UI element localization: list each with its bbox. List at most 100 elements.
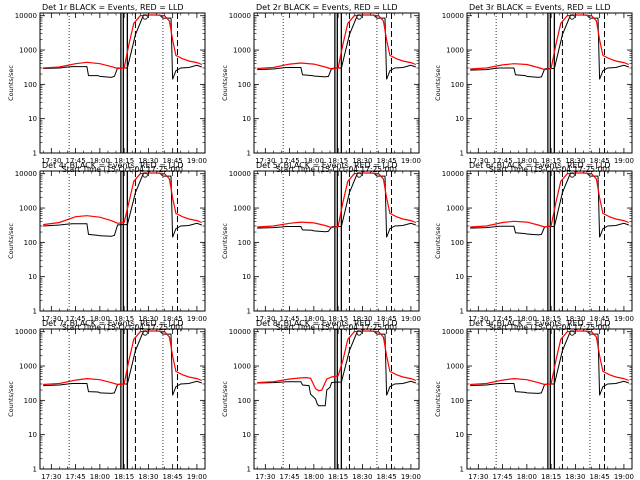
x-tick-label: 18:30 — [352, 473, 372, 480]
x-tick-label: 18:15 — [328, 473, 348, 480]
x-tick-label: 17:45 — [279, 473, 299, 480]
x-tick-label: 17:30 — [255, 315, 275, 323]
y-axis-label: Counts/sec — [221, 223, 229, 259]
chart-panel-det-2r: 1 10 100 1000 10000 17:30 17:45 18:00 18:15 18:30… — [221, 3, 421, 174]
plot-area — [43, 171, 203, 311]
y-tick-label: 1000 — [233, 47, 251, 55]
saturation-marker-0 — [569, 14, 575, 20]
series-line-events — [257, 14, 416, 80]
y-tick-label: 1000 — [446, 205, 464, 213]
x-tick-label: 17:45 — [65, 473, 85, 480]
series-line-lld — [257, 172, 417, 229]
plot-frame — [466, 170, 633, 312]
y-tick-label: 1 — [460, 308, 464, 316]
x-tick-label: 17:45 — [65, 315, 85, 323]
chart-panel-det-8r: 1 10 100 1000 10000 17:30 17:45 18:00 18:15 18:30… — [221, 319, 421, 480]
x-tick-label: 17:45 — [492, 315, 512, 323]
x-tick-label: 18:45 — [377, 315, 397, 323]
x-tick-label: 18:45 — [163, 315, 183, 323]
x-tick-label: 19:00 — [614, 473, 634, 480]
plot-frame — [39, 328, 206, 470]
x-axis-label: Start Time (15-Oct-04 17:25:00) — [62, 165, 183, 174]
x-tick-label: 18:00 — [304, 473, 324, 480]
panel-title: Det 2r BLACK = Events, RED = LLD — [256, 3, 398, 12]
plot-area — [470, 329, 630, 469]
y-tick-label: 1 — [33, 466, 37, 474]
y-tick-label: 100 — [451, 81, 464, 89]
x-tick-label: 18:30 — [138, 473, 158, 480]
y-tick-label: 1000 — [446, 47, 464, 55]
y-tick-label: 10 — [455, 431, 464, 439]
y-tick-label: 10 — [28, 431, 37, 439]
y-tick-label: 10000 — [442, 12, 464, 20]
x-tick-label: 17:30 — [468, 473, 488, 480]
y-tick-label: 1 — [247, 150, 251, 158]
series-line-events — [470, 172, 629, 238]
y-tick-label: 10 — [242, 115, 251, 123]
y-tick-label: 10000 — [229, 328, 251, 336]
x-tick-label: 17:45 — [279, 315, 299, 323]
series-line-events — [43, 330, 202, 396]
series-line-lld — [43, 14, 203, 70]
panel-title: Det 8r BLACK = Events, RED = LLD — [256, 319, 398, 328]
y-tick-label: 10000 — [229, 12, 251, 20]
x-tick-label: 18:00 — [517, 157, 537, 165]
x-tick-label: 18:15 — [541, 473, 561, 480]
series-line-events — [43, 14, 202, 80]
y-tick-label: 1 — [247, 466, 251, 474]
y-tick-label: 10000 — [229, 170, 251, 178]
x-tick-label: 18:45 — [163, 473, 183, 480]
x-tick-label: 18:30 — [138, 315, 158, 323]
x-tick-label: 17:45 — [65, 157, 85, 165]
saturation-marker-0 — [356, 330, 362, 336]
plot-area — [257, 329, 417, 469]
x-axis-label: Start Time (15-Oct-04 17:25:00) — [276, 323, 397, 332]
plot-area — [470, 13, 630, 153]
x-tick-label: 19:00 — [614, 315, 634, 323]
x-tick-label: 19:00 — [401, 157, 421, 165]
chart-panel-det-9r: 1 10 100 1000 10000 17:30 17:45 18:00 18:15 18:30… — [434, 319, 634, 480]
y-tick-label: 100 — [451, 239, 464, 247]
chart-panel-det-1r: 1 10 100 1000 10000 17:30 17:45 18:00 18:15 18:30… — [7, 3, 207, 174]
chart-panel-det-5r: 1 10 100 1000 10000 17:30 17:45 18:00 18:15 18:30… — [221, 161, 421, 332]
y-tick-label: 100 — [238, 397, 251, 405]
y-tick-label: 10000 — [15, 12, 37, 20]
x-tick-label: 18:45 — [590, 157, 610, 165]
chart-panel-det-4r: 1 10 100 1000 10000 17:30 17:45 18:00 18:15 18:30… — [7, 161, 207, 332]
x-tick-label: 18:00 — [90, 157, 110, 165]
y-tick-label: 1000 — [19, 363, 37, 371]
panel-title: Det 9r BLACK = Events, RED = LLD — [469, 319, 611, 328]
x-tick-label: 19:00 — [187, 473, 207, 480]
series-line-lld — [470, 172, 630, 228]
plot-frame — [253, 170, 420, 312]
x-tick-label: 17:45 — [492, 473, 512, 480]
series-line-lld — [43, 172, 203, 226]
y-tick-label: 1000 — [19, 205, 37, 213]
y-tick-label: 1000 — [233, 363, 251, 371]
plot-frame — [39, 12, 206, 154]
y-tick-label: 1 — [33, 150, 37, 158]
x-tick-label: 17:45 — [279, 157, 299, 165]
plot-area — [43, 13, 203, 153]
x-tick-label: 19:00 — [614, 157, 634, 165]
x-tick-label: 18:15 — [328, 157, 348, 165]
y-tick-label: 100 — [238, 239, 251, 247]
y-tick-label: 10 — [242, 273, 251, 281]
x-tick-label: 18:30 — [352, 157, 372, 165]
plot-frame — [253, 328, 420, 470]
x-tick-label: 19:00 — [187, 315, 207, 323]
saturation-marker-0 — [569, 172, 575, 178]
x-tick-label: 18:00 — [517, 315, 537, 323]
x-tick-label: 18:15 — [114, 315, 134, 323]
x-tick-label: 18:15 — [114, 473, 134, 480]
y-axis-label: Counts/sec — [7, 65, 15, 101]
y-tick-label: 100 — [24, 397, 37, 405]
x-tick-label: 17:30 — [255, 157, 275, 165]
x-axis-label: Start Time (15-Oct-04 17:25:00) — [62, 323, 183, 332]
saturation-marker-0 — [142, 172, 148, 178]
y-tick-label: 100 — [451, 397, 464, 405]
x-axis-label: Start Time (15-Oct-04 17:25:00) — [489, 323, 610, 332]
x-tick-label: 18:30 — [565, 473, 585, 480]
